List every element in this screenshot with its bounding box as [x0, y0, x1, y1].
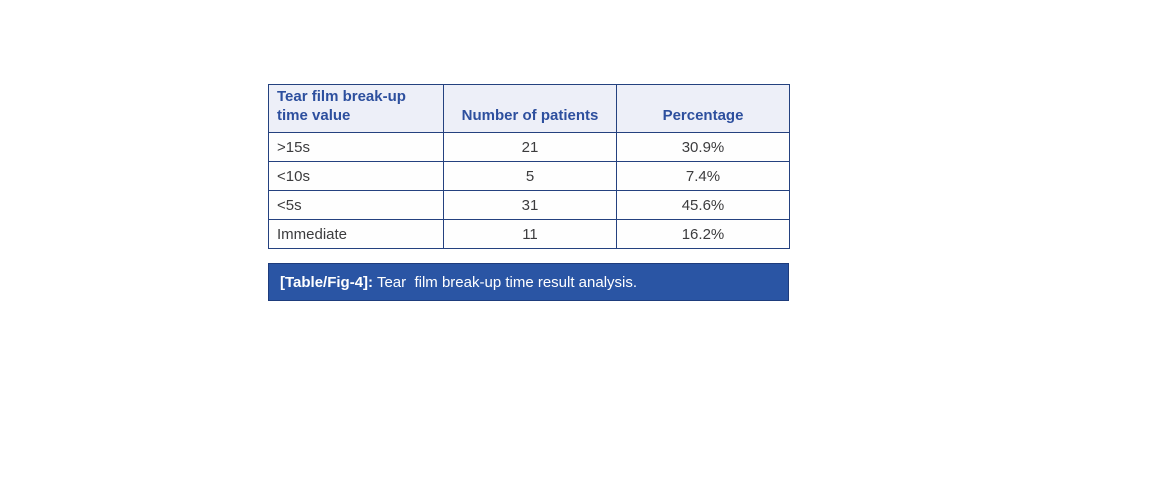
- column-header-percentage: Percentage: [616, 84, 790, 133]
- cell-patients: 11: [443, 219, 617, 249]
- column-header-tbut-value: Tear film break-up time value: [268, 84, 444, 133]
- caption-figure-label: [Table/Fig-4]:: [280, 273, 374, 291]
- cell-patients: 31: [443, 190, 617, 220]
- cell-percentage: 30.9%: [616, 132, 790, 162]
- tear-film-break-up-table: Tear film break-up time value Number of …: [268, 84, 790, 249]
- table-row: <5s 31 45.6%: [268, 190, 790, 220]
- table-row: >15s 21 30.9%: [268, 132, 790, 162]
- cell-tbut-value: <5s: [268, 190, 444, 220]
- table-row: <10s 5 7.4%: [268, 161, 790, 191]
- cell-percentage: 45.6%: [616, 190, 790, 220]
- table-fig-4: Tear film break-up time value Number of …: [268, 84, 790, 301]
- cell-patients: 5: [443, 161, 617, 191]
- cell-tbut-value: <10s: [268, 161, 444, 191]
- caption-text: Tear film break-up time result analysis.: [373, 273, 638, 291]
- table-row: Immediate 11 16.2%: [268, 219, 790, 249]
- table-caption-bar: [Table/Fig-4]: Tear film break-up time r…: [268, 263, 789, 301]
- cell-tbut-value: Immediate: [268, 219, 444, 249]
- cell-percentage: 16.2%: [616, 219, 790, 249]
- cell-tbut-value: >15s: [268, 132, 444, 162]
- column-header-patients: Number of patients: [443, 84, 617, 133]
- cell-patients: 21: [443, 132, 617, 162]
- cell-percentage: 7.4%: [616, 161, 790, 191]
- table-header-row: Tear film break-up time value Number of …: [268, 84, 790, 133]
